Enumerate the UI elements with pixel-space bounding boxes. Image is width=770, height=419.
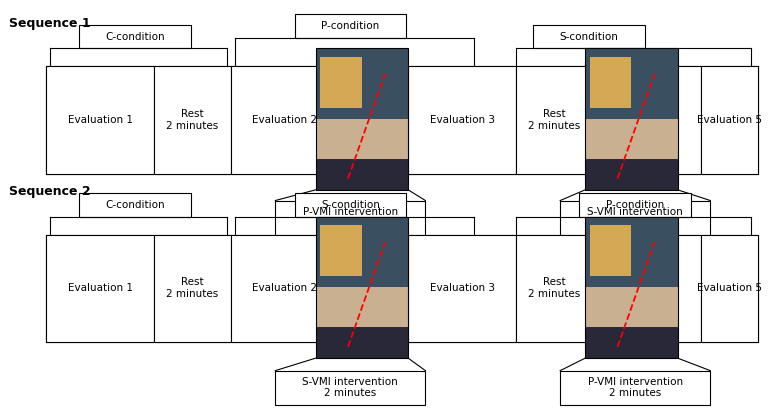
FancyBboxPatch shape [316, 48, 408, 190]
Text: Rest
2 minutes: Rest 2 minutes [166, 109, 219, 131]
FancyBboxPatch shape [46, 66, 758, 174]
FancyBboxPatch shape [593, 66, 701, 174]
FancyBboxPatch shape [231, 66, 339, 174]
FancyBboxPatch shape [46, 235, 154, 342]
FancyBboxPatch shape [701, 235, 758, 342]
Text: Sequence 1: Sequence 1 [9, 17, 91, 30]
FancyBboxPatch shape [590, 225, 631, 276]
FancyBboxPatch shape [516, 66, 593, 174]
FancyBboxPatch shape [533, 25, 645, 48]
FancyBboxPatch shape [276, 371, 425, 405]
Text: Evaluation 3: Evaluation 3 [430, 115, 494, 125]
FancyBboxPatch shape [408, 235, 516, 342]
FancyBboxPatch shape [294, 194, 407, 217]
FancyBboxPatch shape [154, 235, 231, 342]
FancyBboxPatch shape [593, 235, 701, 342]
Text: Evaluation 2: Evaluation 2 [253, 283, 317, 293]
FancyBboxPatch shape [46, 235, 758, 342]
FancyBboxPatch shape [316, 217, 408, 358]
Text: P-condition: P-condition [321, 21, 380, 31]
Text: Evaluation 3: Evaluation 3 [430, 283, 494, 293]
Text: Evaluation 1: Evaluation 1 [68, 115, 132, 125]
Text: Rest
2 minutes: Rest 2 minutes [166, 277, 219, 299]
Text: S-VMI intervention
2 minutes: S-VMI intervention 2 minutes [588, 207, 683, 228]
Text: P-condition: P-condition [606, 200, 665, 210]
FancyBboxPatch shape [579, 194, 691, 217]
Text: Evaluation 4: Evaluation 4 [614, 283, 679, 293]
FancyBboxPatch shape [585, 217, 678, 287]
FancyBboxPatch shape [316, 48, 408, 119]
FancyBboxPatch shape [560, 371, 710, 405]
Text: C-condition: C-condition [105, 32, 165, 42]
Text: Evaluation 2: Evaluation 2 [253, 115, 317, 125]
FancyBboxPatch shape [701, 66, 758, 174]
FancyBboxPatch shape [154, 66, 231, 174]
FancyBboxPatch shape [79, 25, 191, 48]
FancyBboxPatch shape [516, 235, 593, 342]
FancyBboxPatch shape [320, 57, 362, 108]
Text: S-condition: S-condition [560, 32, 618, 42]
Text: Evaluation 5: Evaluation 5 [697, 283, 762, 293]
Text: S-VMI intervention
2 minutes: S-VMI intervention 2 minutes [303, 377, 398, 398]
FancyBboxPatch shape [585, 48, 678, 119]
FancyBboxPatch shape [585, 327, 678, 358]
FancyBboxPatch shape [560, 201, 710, 235]
FancyBboxPatch shape [276, 201, 425, 235]
FancyBboxPatch shape [316, 159, 408, 190]
FancyBboxPatch shape [585, 48, 678, 190]
Text: P-VMI intervention
2 minutes: P-VMI intervention 2 minutes [588, 377, 683, 398]
Text: Evaluation 1: Evaluation 1 [68, 283, 132, 293]
FancyBboxPatch shape [320, 225, 362, 276]
FancyBboxPatch shape [231, 235, 339, 342]
FancyBboxPatch shape [316, 327, 408, 358]
Text: S-condition: S-condition [321, 200, 380, 210]
FancyBboxPatch shape [585, 159, 678, 190]
FancyBboxPatch shape [590, 57, 631, 108]
Text: Sequence 2: Sequence 2 [9, 185, 91, 198]
FancyBboxPatch shape [294, 14, 407, 38]
Text: Rest
2 minutes: Rest 2 minutes [528, 109, 581, 131]
FancyBboxPatch shape [408, 66, 516, 174]
Text: Evaluation 5: Evaluation 5 [697, 115, 762, 125]
FancyBboxPatch shape [46, 66, 154, 174]
FancyBboxPatch shape [79, 194, 191, 217]
Text: C-condition: C-condition [105, 200, 165, 210]
Text: Evaluation 4: Evaluation 4 [614, 115, 679, 125]
Text: P-VMI intervention
2 minutes: P-VMI intervention 2 minutes [303, 207, 398, 228]
FancyBboxPatch shape [316, 217, 408, 287]
FancyBboxPatch shape [585, 217, 678, 358]
Text: Rest
2 minutes: Rest 2 minutes [528, 277, 581, 299]
